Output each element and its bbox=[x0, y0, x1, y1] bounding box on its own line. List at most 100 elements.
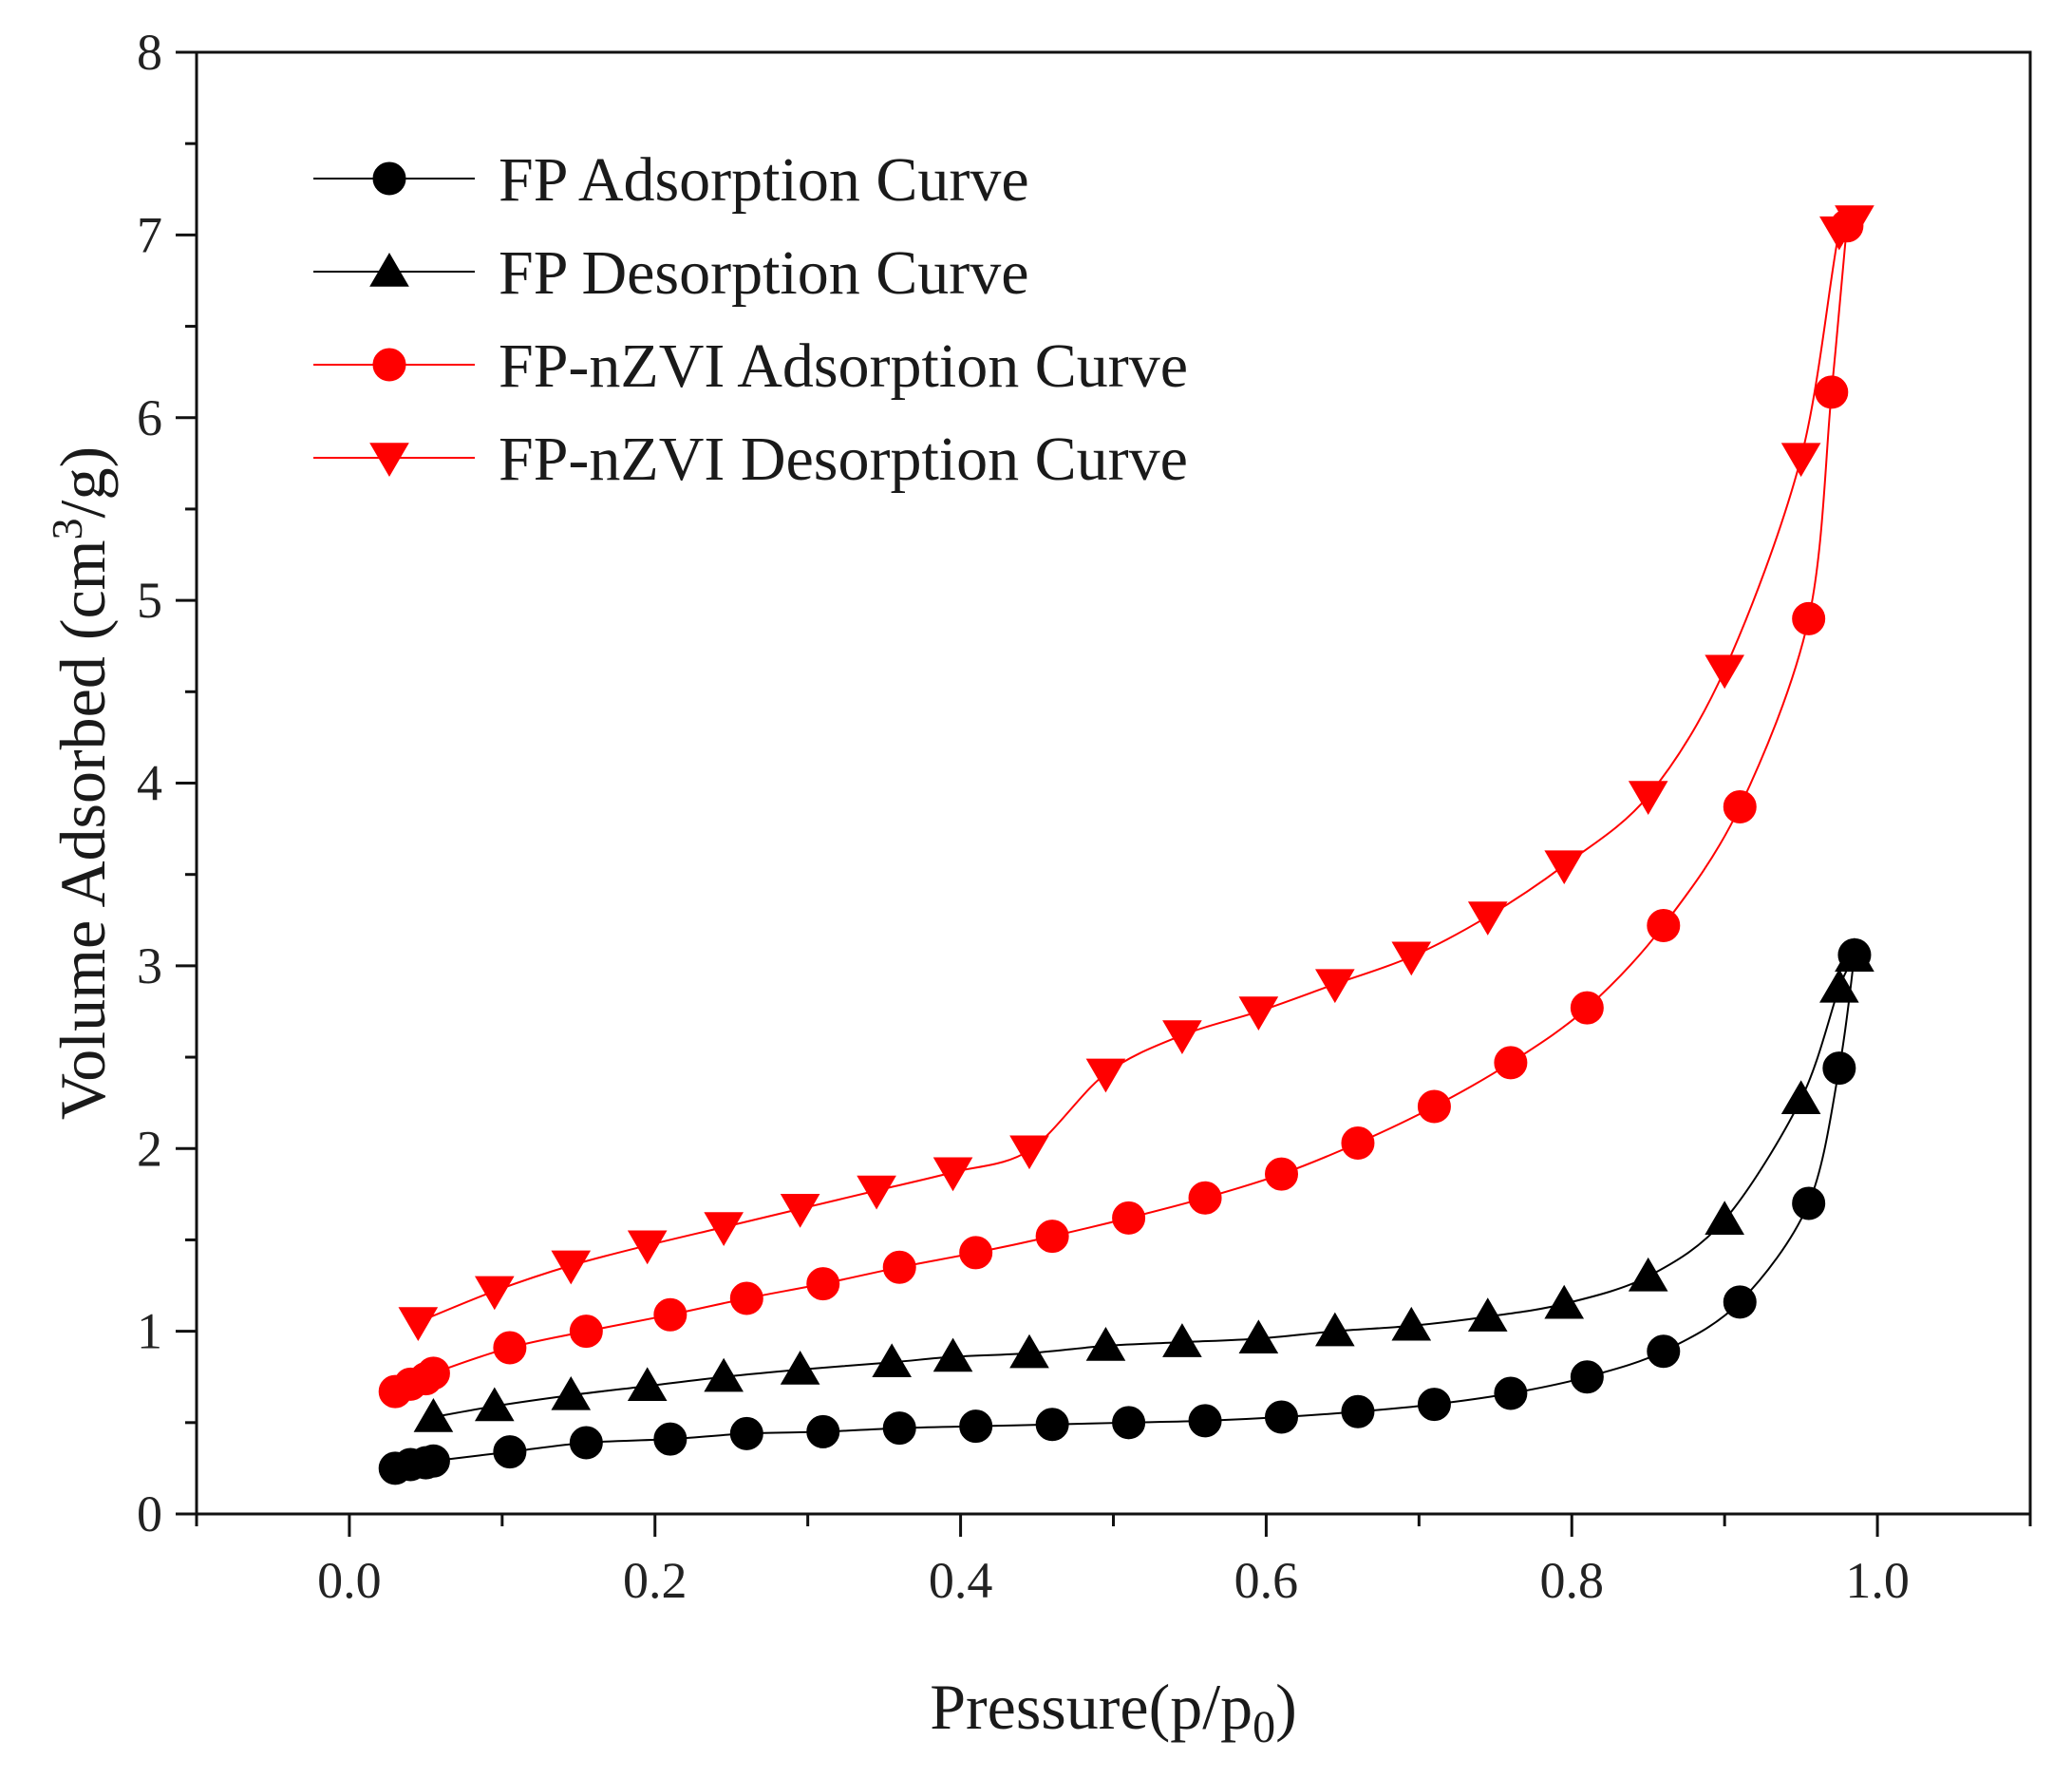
legend-item: FP Desorption Curve bbox=[313, 238, 1029, 308]
data-point bbox=[882, 1250, 916, 1284]
data-point bbox=[1792, 601, 1826, 635]
data-point bbox=[1417, 1089, 1451, 1124]
axis-tick-labels: 0 1 2 3 4 5 6 7 8 0.0 0.2 0.4 0.6 0.8 1.0 bbox=[137, 24, 1910, 1609]
data-point bbox=[493, 1331, 527, 1365]
data-point bbox=[1570, 991, 1604, 1025]
legend-label: FP Desorption Curve bbox=[499, 238, 1029, 308]
y-tick-label: 2 bbox=[137, 1120, 162, 1177]
data-point bbox=[1705, 1201, 1744, 1235]
data-point bbox=[1822, 1051, 1856, 1086]
data-point bbox=[1723, 1285, 1757, 1319]
data-point bbox=[1647, 909, 1681, 943]
axis-ticks bbox=[176, 50, 2032, 1537]
data-point bbox=[1467, 1297, 1508, 1332]
series-line bbox=[417, 210, 1855, 1323]
data-point bbox=[1035, 1220, 1069, 1254]
data-point bbox=[1544, 850, 1585, 885]
series-line bbox=[394, 225, 1848, 1393]
data-point bbox=[932, 1337, 973, 1372]
data-point bbox=[416, 1444, 450, 1478]
data-point bbox=[1112, 1201, 1146, 1235]
data-point bbox=[1391, 1306, 1432, 1341]
data-point bbox=[806, 1414, 840, 1448]
legend-item: FP-nZVI Adsorption Curve bbox=[313, 331, 1188, 401]
data-point bbox=[729, 1281, 763, 1315]
series-4 bbox=[398, 205, 1874, 1341]
legend-label: FP Adsorption Curve bbox=[499, 145, 1029, 215]
data-point bbox=[932, 1157, 973, 1192]
data-point bbox=[1780, 443, 1821, 478]
legend-label: FP-nZVI Desorption Curve bbox=[499, 425, 1188, 494]
data-point bbox=[1705, 654, 1744, 690]
data-point bbox=[959, 1236, 993, 1270]
x-tick-label: 0.6 bbox=[1234, 1552, 1299, 1609]
y-axis-title-superscript: 3 bbox=[43, 518, 91, 539]
y-tick-label: 6 bbox=[137, 389, 162, 446]
data-point bbox=[1188, 1181, 1222, 1215]
x-tick-label: 0.4 bbox=[929, 1552, 993, 1609]
data-point bbox=[1819, 968, 1859, 1003]
data-point bbox=[959, 1409, 993, 1444]
data-point bbox=[627, 1367, 668, 1402]
data-point bbox=[1835, 937, 1874, 972]
legend-item: FP Adsorption Curve bbox=[313, 145, 1029, 215]
data-point bbox=[1265, 1400, 1299, 1434]
data-point bbox=[398, 1307, 439, 1341]
data-point bbox=[1009, 1135, 1049, 1170]
data-point bbox=[551, 1250, 592, 1285]
series-3 bbox=[378, 209, 1864, 1409]
x-axis-title-main: Pressure(p/p bbox=[930, 1671, 1253, 1743]
data-point bbox=[704, 1357, 744, 1392]
data-point bbox=[1315, 1312, 1355, 1347]
legend-label: FP-nZVI Adsorption Curve bbox=[499, 331, 1188, 401]
legend-marker bbox=[372, 161, 406, 196]
data-point bbox=[857, 1175, 896, 1210]
data-point bbox=[1467, 901, 1508, 936]
data-point bbox=[653, 1422, 688, 1456]
data-point bbox=[474, 1276, 515, 1311]
x-tick-label: 0.8 bbox=[1540, 1552, 1605, 1609]
data-point bbox=[1647, 1334, 1681, 1369]
y-tick-label: 8 bbox=[137, 24, 162, 81]
data-point bbox=[780, 1194, 820, 1228]
data-point bbox=[1494, 1376, 1528, 1410]
y-tick-label: 5 bbox=[137, 572, 162, 629]
data-point bbox=[413, 1398, 454, 1432]
data-point bbox=[1085, 1058, 1126, 1093]
data-point bbox=[882, 1411, 916, 1446]
data-point bbox=[1570, 1360, 1604, 1394]
x-tick-label: 0.2 bbox=[623, 1552, 688, 1609]
data-point bbox=[729, 1416, 763, 1450]
data-point bbox=[551, 1375, 592, 1410]
legend-marker bbox=[369, 253, 409, 287]
data-point bbox=[1238, 996, 1279, 1031]
data-point bbox=[1417, 1388, 1451, 1422]
legend-marker bbox=[369, 443, 409, 477]
y-tick-label: 1 bbox=[137, 1303, 162, 1360]
legend-item: FP-nZVI Desorption Curve bbox=[313, 425, 1188, 494]
x-axis-title-subscript: 0 bbox=[1253, 1702, 1275, 1752]
data-point bbox=[1835, 205, 1874, 239]
data-point bbox=[474, 1387, 515, 1422]
x-tick-label: 1.0 bbox=[1845, 1552, 1910, 1609]
series-2 bbox=[413, 937, 1874, 1432]
legend: FP Adsorption Curve FP Desorption Curve FP… bbox=[313, 145, 1188, 494]
data-point bbox=[1494, 1046, 1528, 1080]
data-point bbox=[1341, 1394, 1375, 1428]
series-layer bbox=[378, 205, 1874, 1485]
y-tick-label: 4 bbox=[137, 755, 162, 812]
y-axis-title-tail: /g) bbox=[47, 446, 119, 519]
data-point bbox=[627, 1230, 668, 1265]
series-1 bbox=[378, 937, 1872, 1485]
data-point bbox=[1391, 941, 1432, 976]
data-point bbox=[416, 1356, 450, 1390]
y-tick-label: 0 bbox=[137, 1485, 162, 1542]
data-point bbox=[1238, 1319, 1279, 1354]
x-axis-title: Pressure(p/p0) bbox=[930, 1671, 1297, 1752]
data-point bbox=[1315, 969, 1355, 1004]
y-axis-title-main: Volume Adsorbed (cm bbox=[47, 539, 119, 1120]
data-point bbox=[1792, 1186, 1826, 1220]
data-point bbox=[569, 1426, 603, 1460]
y-tick-label: 3 bbox=[137, 937, 162, 994]
